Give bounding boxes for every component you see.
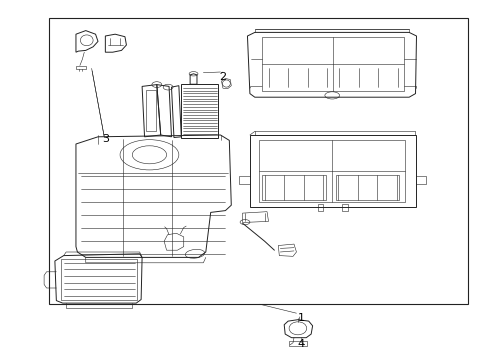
Bar — [146, 90, 156, 131]
Bar — [336, 175, 399, 200]
Text: 2: 2 — [220, 72, 226, 82]
Text: 4: 4 — [298, 339, 305, 349]
Bar — [181, 84, 218, 138]
Bar — [289, 341, 307, 346]
Bar — [259, 140, 405, 202]
Bar — [61, 259, 137, 300]
Text: 3: 3 — [102, 134, 109, 144]
Bar — [49, 18, 468, 304]
Bar — [262, 175, 326, 200]
Text: 1: 1 — [298, 312, 305, 323]
Bar — [262, 37, 404, 91]
